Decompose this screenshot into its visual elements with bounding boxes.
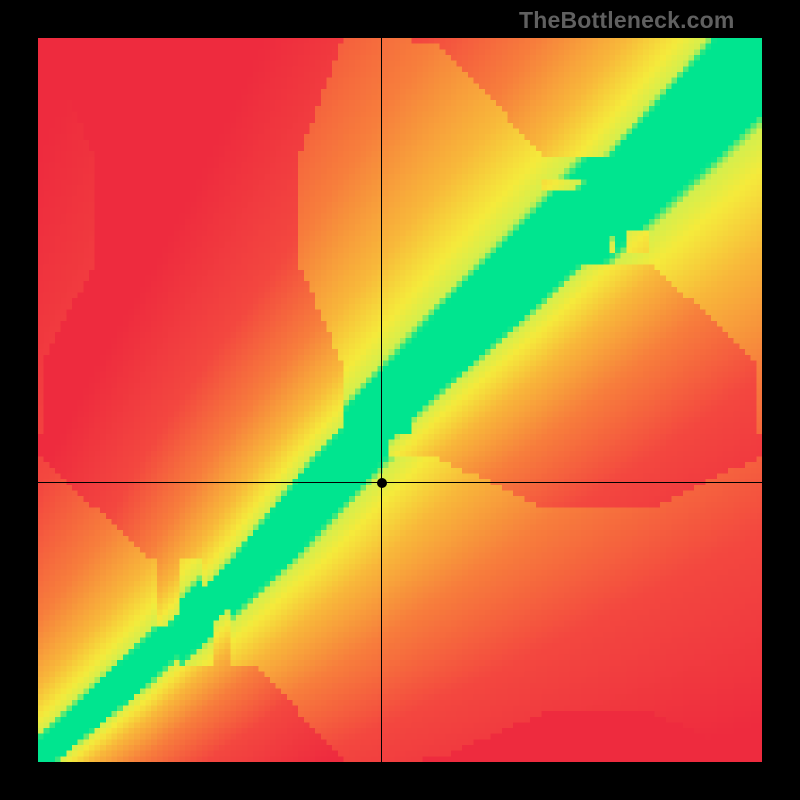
crosshair-vertical [381, 38, 382, 762]
watermark-text: TheBottleneck.com [519, 7, 735, 34]
heatmap-canvas [38, 38, 762, 762]
plot-area [38, 38, 762, 762]
chart-container: TheBottleneck.com [0, 0, 800, 800]
data-point-marker [377, 478, 387, 488]
crosshair-horizontal [38, 482, 762, 483]
